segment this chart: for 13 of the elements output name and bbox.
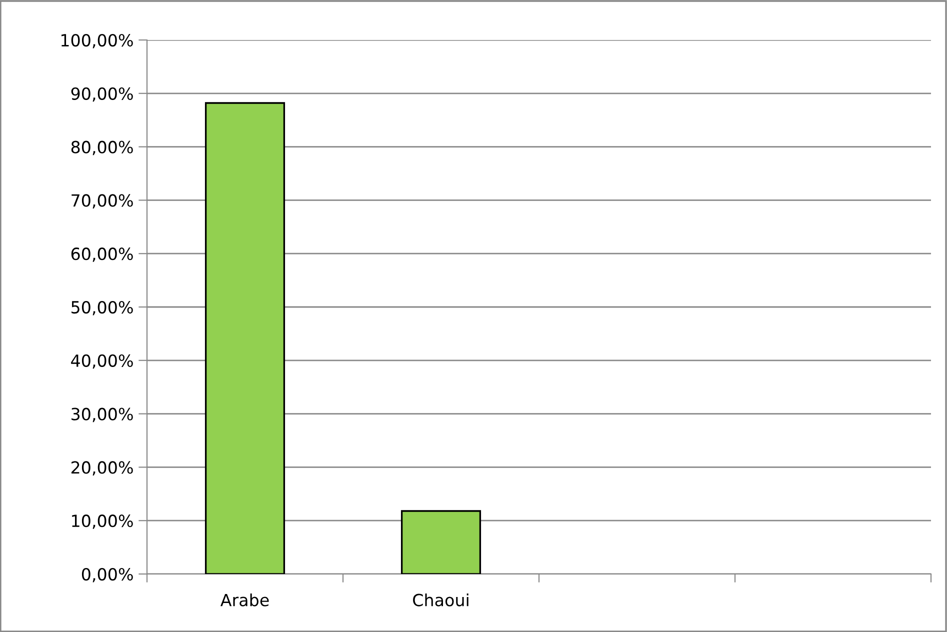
y-tick-label: 70,00%: [72, 194, 133, 208]
y-tick-label: 20,00%: [71, 461, 133, 476]
y-tick-label: 80,00%: [71, 140, 133, 156]
y-tick-label: 90,00%: [71, 87, 133, 102]
y-tick-label: 100,00%: [61, 34, 133, 48]
x-tick-label: Arabe: [220, 593, 269, 606]
x-tick-label: Chaoui: [413, 593, 468, 606]
y-tick-label: 40,00%: [71, 354, 133, 369]
y-tick-label: 30,00%: [72, 408, 133, 422]
y-tick-label: 50,00%: [72, 300, 133, 316]
y-tick-label: 60,00%: [71, 248, 133, 262]
y-tick-label: 0,00%: [82, 568, 133, 582]
y-tick-label: 10,00%: [72, 514, 133, 529]
